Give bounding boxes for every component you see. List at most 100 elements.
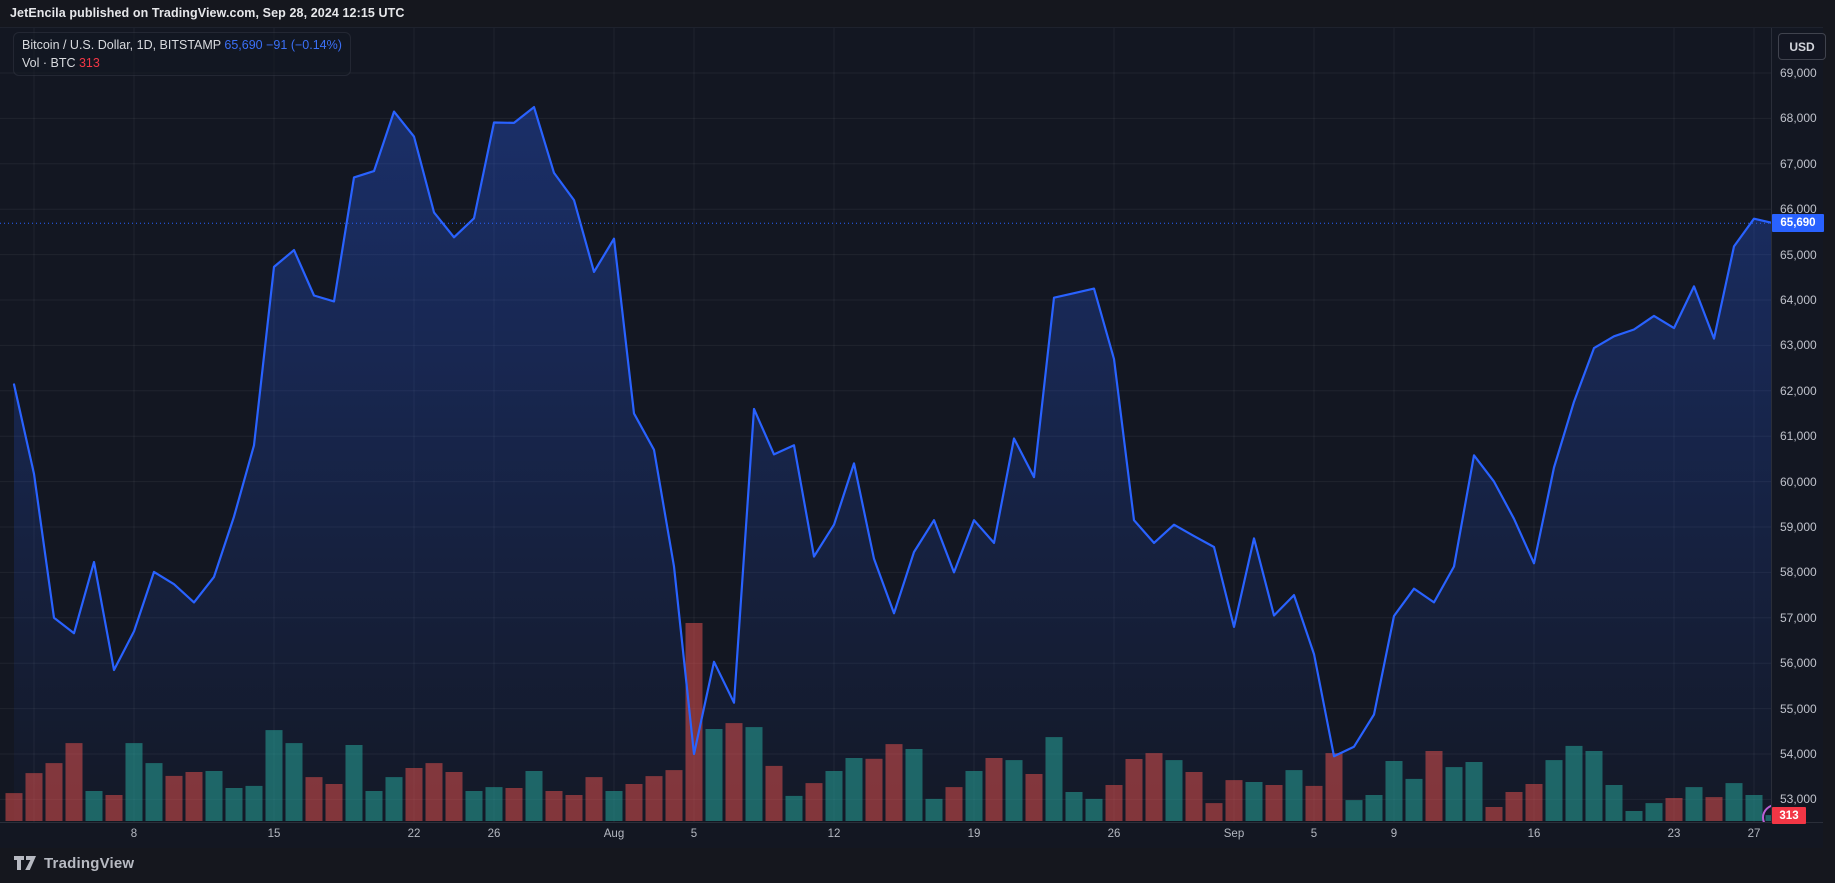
- legend-symbol-row[interactable]: Bitcoin / U.S. Dollar, 1D, BITSTAMP 65,6…: [22, 38, 342, 52]
- volume-bar: [1365, 795, 1383, 821]
- volume-bar: [845, 758, 863, 821]
- volume-bar: [1465, 762, 1483, 821]
- price-line: [12, 106, 1771, 758]
- volume-bar: [1185, 772, 1203, 821]
- price-scale-label: 59,000: [1780, 520, 1817, 534]
- volume-bar: [305, 777, 323, 821]
- volume-bar: [245, 785, 263, 821]
- time-scale-label: 15: [267, 828, 281, 840]
- volume-bar: [1285, 770, 1303, 821]
- volume-bar: [905, 749, 923, 821]
- volume-bar: [145, 763, 163, 821]
- time-scale[interactable]: 8 15 22 26 Aug 5 12 19 26 Sep 5 9 16 23 27: [0, 822, 1823, 849]
- volume-bar: [485, 787, 503, 821]
- volume-bar: [765, 765, 783, 821]
- brand-text: TradingView: [44, 855, 135, 872]
- volume-bar: [445, 772, 463, 821]
- volume-bar: [1105, 785, 1123, 821]
- volume-bar: [1325, 753, 1343, 821]
- chart-plot-area[interactable]: [0, 28, 1771, 822]
- price-scale-label: 55,000: [1780, 701, 1817, 716]
- volume-bar: [1705, 797, 1723, 821]
- volume-bar: [1405, 778, 1423, 821]
- price-scale-label: 62,000: [1780, 383, 1817, 398]
- volume-indicator-label: Vol · BTC: [22, 56, 76, 70]
- volume-bar: [425, 763, 443, 821]
- volume-bar: [1385, 761, 1403, 821]
- volume-bar: [865, 758, 883, 821]
- volume-bar: [545, 791, 563, 821]
- time-scale-label: 27: [1747, 828, 1761, 840]
- time-scale-label: 8: [130, 828, 138, 840]
- volume-bar: [1045, 737, 1063, 821]
- volume-bar: [265, 730, 283, 821]
- volume-bar: [1525, 784, 1543, 821]
- time-scale-label: Sep: [1223, 828, 1245, 840]
- volume-bar: [1565, 745, 1583, 821]
- volume-bar: [705, 729, 723, 821]
- price-scale-label: 61,000: [1780, 429, 1817, 444]
- volume-bar: [1545, 760, 1563, 821]
- volume-bar: [345, 745, 363, 821]
- time-scale-label: 9: [1390, 828, 1398, 840]
- volume-bar: [1625, 811, 1643, 821]
- volume-bar: [1085, 798, 1103, 821]
- legend-change-percent: (−0.14%): [290, 38, 342, 52]
- volume-bar: [1005, 760, 1023, 821]
- volume-bar: [1265, 785, 1283, 821]
- volume-bar: [365, 791, 383, 821]
- volume-bar: [285, 743, 303, 821]
- volume-bar: [725, 723, 743, 821]
- area-fill: [14, 107, 1771, 821]
- price-volume-chart[interactable]: [0, 28, 1771, 822]
- price-scale-label: 56,000: [1780, 656, 1817, 671]
- volume-bar: [505, 788, 523, 821]
- volume-bar: [1665, 798, 1683, 821]
- volume-bar: [1485, 807, 1503, 821]
- volume-bar: [325, 784, 343, 821]
- volume-bar: [925, 798, 943, 821]
- symbol-title: Bitcoin / U.S. Dollar, 1D, BITSTAMP: [22, 38, 221, 52]
- price-scale[interactable]: USD 65,690 313 69,000 68,000 67,000 66,000 6…: [1771, 28, 1826, 824]
- volume-bar: [1125, 759, 1143, 821]
- volume-bar: [405, 768, 423, 821]
- volume-bar: [805, 783, 823, 821]
- volume-bar: [1245, 782, 1263, 821]
- volume-bar: [1225, 780, 1243, 821]
- volume-bar: [1025, 774, 1043, 821]
- price-scale-label: 57,000: [1780, 610, 1817, 625]
- volume-bar: [225, 788, 243, 821]
- legend-volume-row[interactable]: Vol · BTC 313: [22, 56, 100, 70]
- time-scale-label: 5: [1310, 828, 1318, 840]
- time-scale-label: 26: [1107, 828, 1121, 840]
- volume-bar: [125, 743, 143, 821]
- publish-header: JetEncila published on TradingView.com, …: [0, 0, 1835, 27]
- volume-bar: [785, 795, 803, 821]
- volume-bar: [165, 775, 183, 821]
- price-scale-label: 54,000: [1780, 747, 1817, 761]
- price-scale-label: 64,000: [1780, 293, 1817, 307]
- chart-legend: Bitcoin / U.S. Dollar, 1D, BITSTAMP 65,6…: [13, 32, 351, 76]
- volume-bar: [1645, 803, 1663, 821]
- time-scale-label: 26: [487, 828, 501, 840]
- volume-bar: [585, 777, 603, 821]
- legend-last-price: 65,690: [224, 38, 263, 52]
- volume-bar: [1725, 783, 1743, 821]
- price-scale-label: 67,000: [1780, 156, 1817, 171]
- volume-bar: [605, 791, 623, 821]
- tradingview-brand[interactable]: TradingView: [14, 855, 134, 872]
- volume-bar: [525, 771, 543, 821]
- volume-bar: [965, 771, 983, 821]
- volume-bar: [645, 776, 663, 821]
- volume-bar: [25, 773, 43, 821]
- time-scale-label: 22: [407, 828, 421, 840]
- price-scale-label: 63,000: [1780, 338, 1817, 353]
- volume-bar: [685, 623, 703, 821]
- volume-bar: [665, 770, 683, 821]
- legend-volume-value: 313: [78, 56, 100, 70]
- legend-change: −91: [266, 38, 288, 52]
- last-price-badge: 65,690: [1772, 214, 1824, 233]
- currency-unit-button[interactable]: USD: [1778, 33, 1826, 60]
- price-scale-label: 66,000: [1780, 202, 1817, 217]
- volume-bar: [45, 763, 63, 821]
